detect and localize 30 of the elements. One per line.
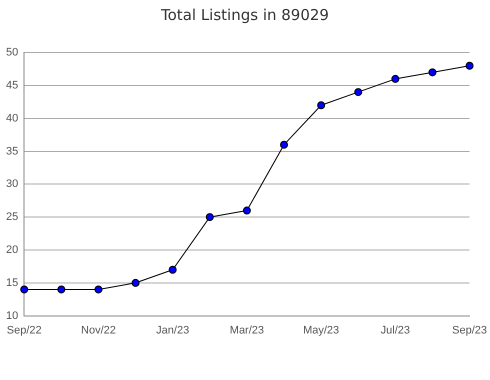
point [391, 74, 400, 83]
x-tick-label: Mar/23 [230, 324, 264, 336]
point [354, 88, 362, 96]
point [57, 285, 66, 294]
y-tick-label: 10 [6, 310, 18, 322]
x-tick-label: May/23 [303, 324, 340, 336]
x-tick-label: Jan/23 [156, 324, 190, 336]
y-tick-label: 25 [6, 211, 18, 224]
point [428, 68, 436, 76]
y-tick-label: 50 [6, 46, 18, 59]
x-tick-label: Sep/23 [452, 324, 488, 336]
point [168, 266, 177, 274]
y-tick-label: 40 [6, 112, 18, 124]
point [242, 206, 251, 215]
x-tick-label: Sep/22 [6, 324, 42, 336]
point [317, 101, 326, 110]
y-tick-label: 20 [6, 244, 18, 256]
chart-title: Total Listings in 89029 [160, 6, 330, 24]
point [132, 278, 140, 287]
point [94, 285, 102, 294]
x-tick-label: Nov/22 [81, 324, 116, 336]
y-tick-label: 45 [6, 80, 18, 92]
point [280, 140, 288, 149]
y-tick-label: 15 [6, 276, 18, 289]
point [206, 213, 214, 222]
point [466, 62, 474, 70]
point [20, 285, 28, 294]
x-tick-label: Jul/23 [380, 324, 410, 336]
y-tick-label: 30 [6, 178, 18, 190]
y-tick-label: 35 [6, 145, 18, 158]
